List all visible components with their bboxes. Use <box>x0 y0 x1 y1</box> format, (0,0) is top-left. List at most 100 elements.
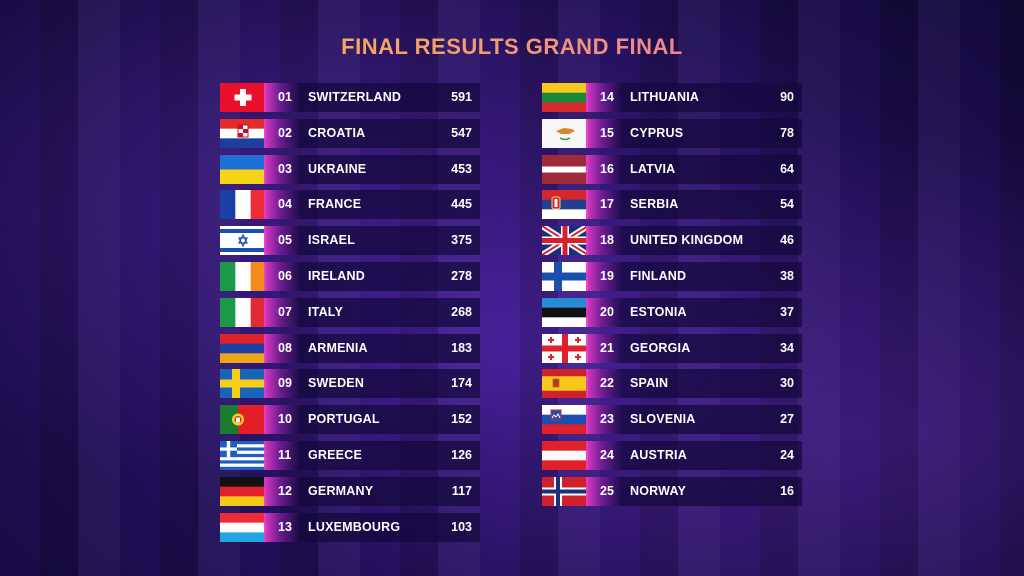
flag-glow-decoration <box>264 83 300 112</box>
result-position: 20 <box>600 304 614 319</box>
result-position: 17 <box>600 197 614 212</box>
result-country: CYPRUS <box>630 125 684 140</box>
result-points: 24 <box>780 447 794 462</box>
result-row: 23 SLOVENIA 27 <box>542 405 802 435</box>
flag-spain-icon <box>542 369 588 399</box>
flag-slovenia-icon <box>542 405 588 435</box>
result-position: 15 <box>600 125 614 140</box>
result-row: 01 SWITZERLAND 591 <box>220 83 480 112</box>
result-country: SERBIA <box>630 197 679 212</box>
flag-glow-decoration <box>264 369 300 399</box>
result-points: 126 <box>451 447 472 462</box>
result-points: 152 <box>451 412 472 427</box>
result-position: 03 <box>278 161 292 176</box>
result-points: 54 <box>780 197 794 212</box>
result-row: 13 LUXEMBOURG 103 <box>220 512 480 542</box>
result-country: GEORGIA <box>630 340 691 355</box>
result-country: ARMENIA <box>308 340 368 355</box>
result-country: NORWAY <box>630 483 687 498</box>
result-row: 12 GERMANY 117 <box>220 476 480 506</box>
result-row: 22 SPAIN 30 <box>542 369 802 399</box>
result-points: 591 <box>451 90 472 104</box>
result-points: 27 <box>780 412 794 427</box>
result-points: 30 <box>780 376 794 391</box>
result-position: 16 <box>600 161 614 176</box>
result-row: 25 NORWAY 16 <box>542 476 802 506</box>
result-row: 03 UKRAINE 453 <box>220 154 480 184</box>
result-row: 16 LATVIA 64 <box>542 154 802 184</box>
result-points: 16 <box>780 483 794 498</box>
result-country: GERMANY <box>308 483 374 498</box>
result-row: 02 CROATIA 547 <box>220 118 480 148</box>
flag-italy-icon <box>220 297 266 327</box>
result-position: 05 <box>278 233 292 248</box>
result-points: 34 <box>780 340 794 355</box>
result-position: 21 <box>600 340 614 355</box>
result-position: 10 <box>278 412 292 427</box>
flag-glow-decoration <box>264 226 300 256</box>
page-title: FINAL RESULTS GRAND FINAL <box>0 34 1024 60</box>
result-row: 19 FINLAND 38 <box>542 261 802 291</box>
result-points: 174 <box>451 376 472 391</box>
result-row: 09 SWEDEN 174 <box>220 369 480 399</box>
result-position: 23 <box>600 412 614 427</box>
flag-glow-decoration <box>264 333 300 363</box>
result-points: 268 <box>451 304 472 319</box>
flag-glow-decoration <box>264 512 300 542</box>
result-position: 24 <box>600 447 614 462</box>
flag-serbia-icon <box>542 190 588 220</box>
flag-glow-decoration <box>264 476 300 506</box>
result-points: 278 <box>451 268 472 283</box>
flag-glow-decoration <box>264 297 300 327</box>
flag-glow-decoration <box>586 405 622 435</box>
result-points: 103 <box>451 519 472 534</box>
result-position: 02 <box>278 125 292 140</box>
flag-finland-icon <box>542 261 588 291</box>
result-country: UKRAINE <box>308 161 367 176</box>
result-country: LATVIA <box>630 161 676 176</box>
flag-georgia-icon <box>542 333 588 363</box>
flag-armenia-icon <box>220 333 266 363</box>
result-position: 07 <box>278 304 292 319</box>
flag-norway-icon <box>542 476 588 506</box>
flag-glow-decoration <box>264 405 300 435</box>
flag-glow-decoration <box>586 440 622 470</box>
result-points: 90 <box>780 90 794 104</box>
result-row: 18 UNITED KINGDOM 46 <box>542 226 802 256</box>
result-row: 06 IRELAND 278 <box>220 261 480 291</box>
flag-switzerland-icon <box>220 83 266 112</box>
result-position: 12 <box>278 483 292 498</box>
flag-glow-decoration <box>264 261 300 291</box>
flag-glow-decoration <box>586 118 622 148</box>
result-row: 10 PORTUGAL 152 <box>220 405 480 435</box>
result-points: 445 <box>451 197 472 212</box>
result-country: CROATIA <box>308 125 366 140</box>
result-country: IRELAND <box>308 268 365 283</box>
flag-glow-decoration <box>586 154 622 184</box>
result-position: 19 <box>600 268 614 283</box>
result-position: 04 <box>278 197 292 212</box>
flag-greece-icon <box>220 440 266 470</box>
flag-glow-decoration <box>586 83 622 112</box>
result-points: 117 <box>451 483 472 498</box>
results-column-left: 01 SWITZERLAND 591 02 CROATIA 547 03 UKRAINE 453… <box>220 83 480 548</box>
result-row: 14 LITHUANIA 90 <box>542 83 802 112</box>
result-points: 37 <box>780 304 794 319</box>
result-points: 453 <box>451 161 472 176</box>
result-row: 07 ITALY 268 <box>220 297 480 327</box>
result-country: SLOVENIA <box>630 412 696 427</box>
result-points: 38 <box>780 268 794 283</box>
result-country: UNITED KINGDOM <box>630 233 744 248</box>
flag-luxembourg-icon <box>220 512 266 542</box>
result-position: 08 <box>278 340 292 355</box>
result-country: PORTUGAL <box>308 412 380 427</box>
result-position: 09 <box>278 376 292 391</box>
result-country: ITALY <box>308 304 344 319</box>
result-position: 11 <box>278 447 292 462</box>
flag-lithuania-icon <box>542 83 588 112</box>
flag-united-kingdom-icon <box>542 226 588 256</box>
result-row: 21 GEORGIA 34 <box>542 333 802 363</box>
result-position: 22 <box>600 376 614 391</box>
result-position: 14 <box>600 90 614 104</box>
